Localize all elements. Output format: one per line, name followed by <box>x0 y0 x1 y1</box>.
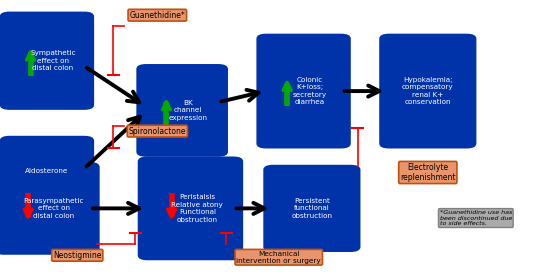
Text: Persistent
functional
obstruction: Persistent functional obstruction <box>291 198 332 219</box>
FancyBboxPatch shape <box>137 156 243 260</box>
Text: Peristalsis
Relative atony
Functional
obstruction: Peristalsis Relative atony Functional ob… <box>172 194 223 223</box>
Text: Hypokalemia;
compensatory
renal K+
conservation: Hypokalemia; compensatory renal K+ conse… <box>402 77 454 105</box>
FancyBboxPatch shape <box>379 34 476 148</box>
FancyBboxPatch shape <box>0 136 94 206</box>
FancyBboxPatch shape <box>136 64 228 157</box>
Text: Aldosterone: Aldosterone <box>25 168 68 174</box>
Text: *Guanethidine use has
been discontinued due
to side effects.: *Guanethidine use has been discontinued … <box>439 210 512 226</box>
Text: Neostigmine: Neostigmine <box>53 251 102 260</box>
Text: BK
channel
expression: BK channel expression <box>168 100 208 121</box>
FancyBboxPatch shape <box>263 165 360 252</box>
FancyBboxPatch shape <box>256 34 351 148</box>
Text: Spironolactone: Spironolactone <box>129 127 186 136</box>
Text: Mechanical
intervention or surgery: Mechanical intervention or surgery <box>236 251 321 264</box>
FancyBboxPatch shape <box>0 162 100 255</box>
Text: Guanethidine*: Guanethidine* <box>130 11 185 20</box>
FancyBboxPatch shape <box>0 12 94 110</box>
Text: Parasympathetic
effect on
distal colon: Parasympathetic effect on distal colon <box>24 198 84 219</box>
Text: Colonic
K+loss;
secretory
diarrhea: Colonic K+loss; secretory diarrhea <box>293 77 327 105</box>
Text: Electrolyte
replenishment: Electrolyte replenishment <box>400 163 455 182</box>
Text: Sympathetic
effect on
distal colon: Sympathetic effect on distal colon <box>30 50 76 71</box>
